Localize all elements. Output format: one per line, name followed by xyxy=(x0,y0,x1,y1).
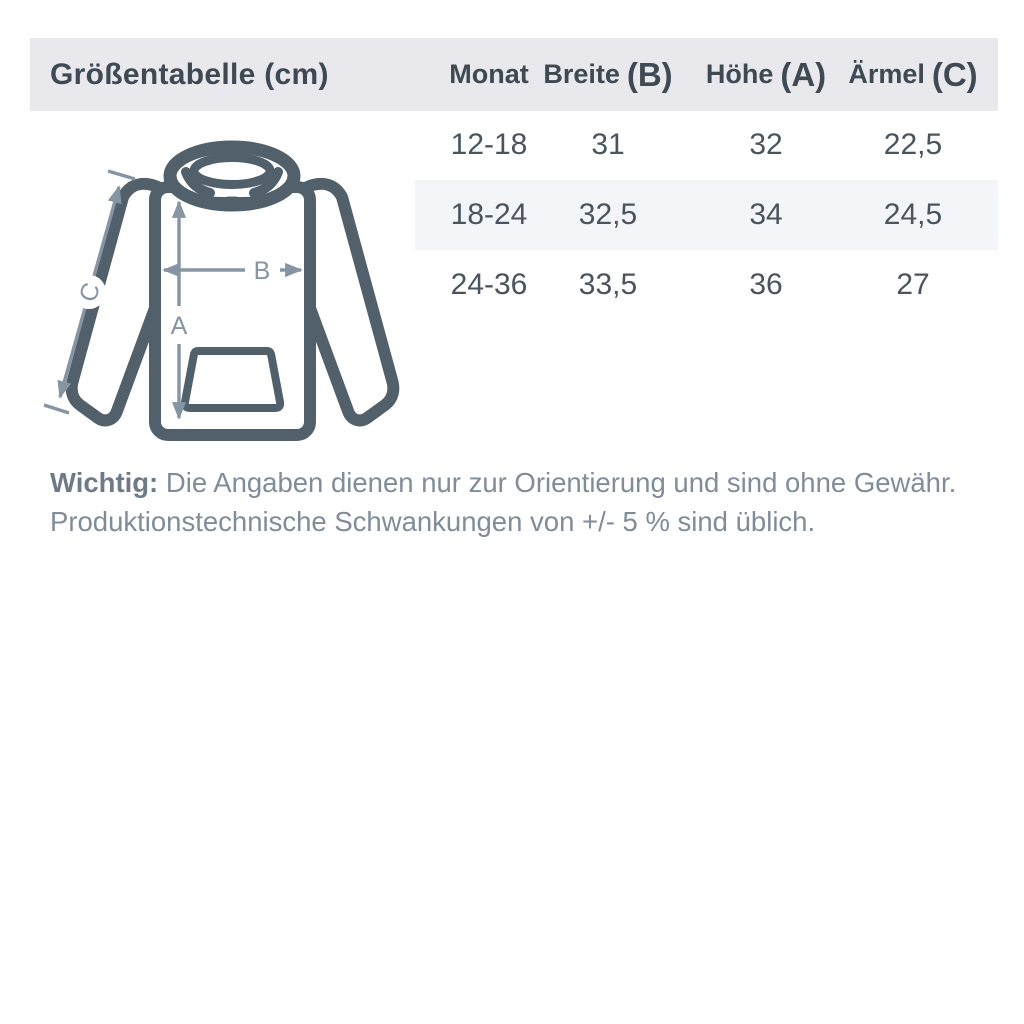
label-gap-a xyxy=(165,306,193,344)
hood-collar-right xyxy=(223,168,299,208)
table-header-bar xyxy=(30,38,998,111)
sleeve-right xyxy=(299,177,400,427)
disclaimer-line2: Produktionstechnische Schwankungen von +… xyxy=(50,506,816,537)
hoodie-measurement-diagram: C B A xyxy=(43,140,400,441)
cell-monat-row1: 12-18 xyxy=(450,128,528,161)
hood-crease-left xyxy=(181,167,215,198)
pocket-outline xyxy=(180,347,285,412)
column-header-hoehe: Höhe (A) xyxy=(705,56,827,93)
cell-aermel-row3: 27 xyxy=(896,268,930,301)
label-gap-b xyxy=(245,254,280,286)
cell-breite-row1: 31 xyxy=(591,128,625,161)
dimension-label-a: A xyxy=(171,312,188,340)
row-alt-background xyxy=(415,180,998,250)
cell-aermel-row1: 22,5 xyxy=(883,128,943,161)
label-gap-c xyxy=(72,275,106,309)
dimension-tick-c-bottom xyxy=(43,403,70,415)
cell-breite-row2: 32,5 xyxy=(578,198,638,231)
page-title: Größentabelle (cm) xyxy=(50,57,329,91)
cell-hoehe-row3: 36 xyxy=(749,268,783,301)
column-header-monat: Monat xyxy=(449,59,529,89)
hood-crease-right xyxy=(249,167,283,198)
cell-aermel-row2: 24,5 xyxy=(883,198,943,231)
cell-monat-row3: 24-36 xyxy=(450,268,528,301)
column-header-breite: Breite (B) xyxy=(543,56,673,93)
cell-monat-row2: 18-24 xyxy=(450,198,528,231)
cell-hoehe-row2: 34 xyxy=(749,198,783,231)
cell-breite-row3: 33,5 xyxy=(578,268,638,301)
hood-collar-left xyxy=(165,168,241,208)
disclaimer-note: Wichtig: Die Angaben dienen nur zur Orie… xyxy=(50,463,980,541)
hood-inner-ring xyxy=(189,153,275,189)
dimension-tick-c-top xyxy=(107,169,136,181)
column-header-aermel: Ärmel (C) xyxy=(848,56,978,93)
cell-hoehe-row1: 32 xyxy=(749,128,783,161)
disclaimer-emphasis: Wichtig: xyxy=(50,467,159,498)
dimension-label-b: B xyxy=(254,257,271,285)
disclaimer-line1: Wichtig: Die Angaben dienen nur zur Orie… xyxy=(50,467,957,498)
